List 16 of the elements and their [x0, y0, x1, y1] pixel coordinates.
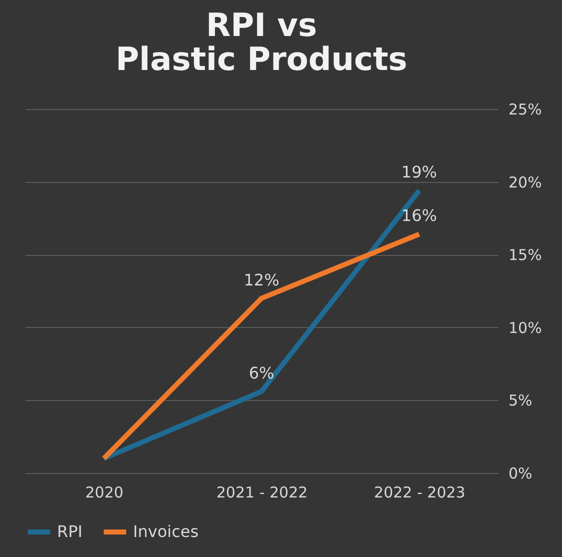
y-tick-label: 5%: [508, 392, 532, 410]
y-tick-label: 10%: [508, 318, 542, 337]
y-tick-label: 0%: [508, 464, 532, 482]
x-tick-label: 2022 - 2023: [374, 484, 466, 502]
x-tick-label: 2021 - 2022: [216, 484, 308, 502]
data-label: 12%: [244, 270, 280, 290]
legend-label: RPI: [57, 522, 82, 541]
data-label: 16%: [401, 206, 437, 226]
x-tick-label: 2020: [85, 484, 124, 502]
y-tick-label: 15%: [508, 246, 542, 264]
legend-label: Invoices: [133, 522, 199, 541]
data-label: 19%: [401, 162, 437, 182]
chart-title: RPI vs Plastic Products: [116, 6, 408, 78]
y-tick-label: 25%: [508, 100, 542, 118]
y-tick-label: 20%: [508, 173, 542, 192]
data-label: 6%: [248, 363, 274, 382]
